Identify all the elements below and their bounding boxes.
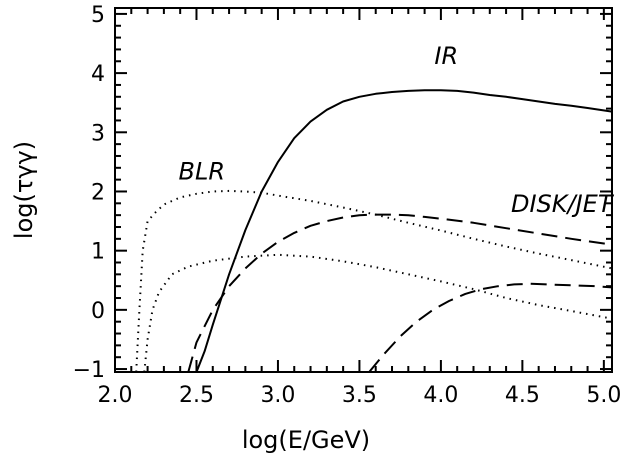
annotation-disk-jet: DISK/JET	[511, 190, 615, 218]
series-line-solid-0	[195, 89, 613, 373]
series-line-dashed-3	[187, 213, 613, 373]
x-axis-tick-labels: 2.0 2.5 3.0 3.5 4.0 4.5 5.0	[98, 383, 622, 408]
y-tick-label: 0	[91, 299, 105, 324]
x-tick-label: 5.0	[586, 383, 621, 408]
series-line-dotted-2	[143, 253, 613, 373]
y-tick-label: 2	[91, 180, 105, 205]
series-lines	[135, 89, 613, 373]
annotation-ir: IR	[434, 42, 458, 70]
y-axis-ticks	[115, 12, 612, 371]
y-tick-label: 3	[91, 121, 105, 146]
y-tick-label: −1	[73, 358, 105, 383]
x-tick-label: 3.0	[260, 383, 295, 408]
x-tick-label: 2.5	[179, 383, 214, 408]
plot-frame	[114, 7, 613, 373]
curve-annotations: IR BLR DISK/JET	[179, 42, 615, 218]
y-axis-label: log(τγγ)	[10, 141, 38, 239]
y-tick-label: 4	[91, 62, 105, 87]
x-axis-label: log(E/GeV)	[242, 426, 370, 454]
series-line-dashed-4	[368, 282, 613, 373]
x-tick-label: 4.5	[505, 383, 540, 408]
y-tick-label: 5	[91, 3, 105, 28]
annotation-blr: BLR	[179, 158, 226, 186]
x-tick-label: 2.0	[98, 383, 133, 408]
y-axis-tick-labels: −1 0 1 2 3 4 5	[73, 3, 105, 383]
x-tick-label: 4.0	[423, 383, 458, 408]
y-tick-label: 1	[91, 240, 105, 265]
x-tick-label: 3.5	[342, 383, 377, 408]
